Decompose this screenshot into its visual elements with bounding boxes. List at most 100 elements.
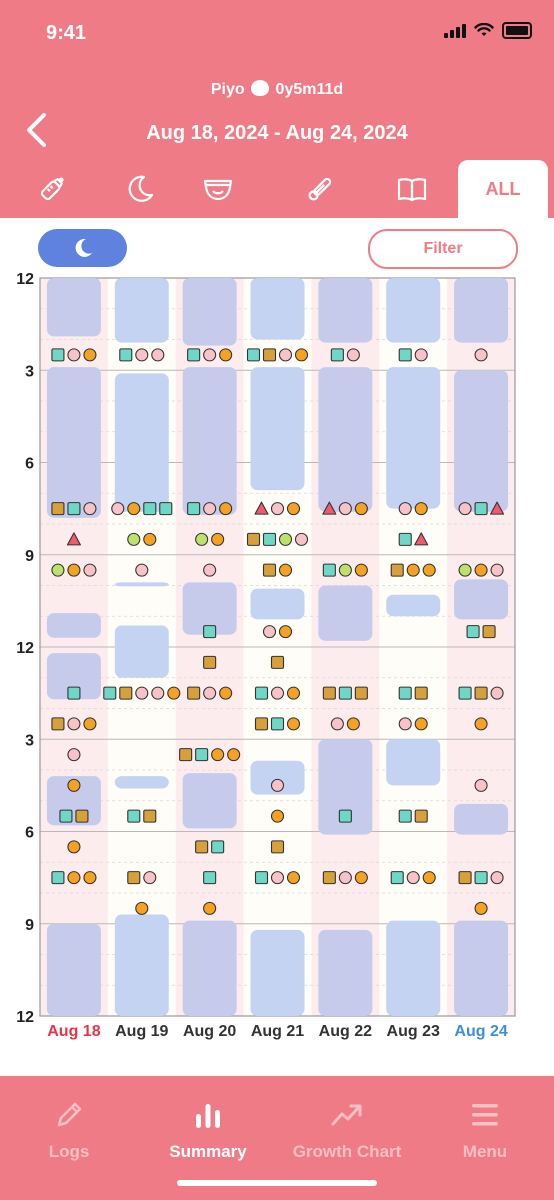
pink-circle-marker <box>111 502 125 516</box>
orange-circle-marker <box>219 686 233 700</box>
orange-circle-marker <box>414 717 428 731</box>
sleep-block <box>114 373 169 512</box>
pink-circle-marker <box>67 348 81 362</box>
pink-circle-marker <box>270 871 285 885</box>
orange-circle-marker <box>219 348 233 362</box>
nav-summary[interactable]: Summary <box>150 1076 266 1166</box>
teal-square-marker <box>338 686 352 700</box>
pink-circle-marker <box>83 502 97 516</box>
nav-growth-chart[interactable]: Growth Chart <box>280 1076 414 1166</box>
sleep-block <box>114 776 169 789</box>
orange-circle-marker <box>346 717 360 731</box>
orange-circle-marker <box>286 871 301 885</box>
green-circle-marker <box>195 532 209 546</box>
sleep-block <box>46 278 101 337</box>
brown-square-marker <box>143 809 157 823</box>
teal-square-marker <box>330 348 344 362</box>
signal-icon <box>444 23 466 38</box>
orange-circle-marker <box>211 748 225 762</box>
orange-circle-marker <box>354 502 368 516</box>
pink-circle-marker <box>490 871 504 885</box>
bar-chart-icon <box>196 1104 220 1128</box>
orange-circle-marker <box>67 563 81 577</box>
orange-circle-marker <box>414 502 428 516</box>
sleep-block <box>454 278 509 343</box>
brown-square-marker <box>195 840 209 854</box>
brown-square-marker <box>482 625 496 639</box>
child-age: 0y5m11d <box>275 81 344 98</box>
brown-square-marker <box>254 717 269 731</box>
pink-circle-marker <box>262 625 277 639</box>
teal-square-marker <box>103 686 117 700</box>
sleep-block <box>250 278 305 340</box>
sleep-block <box>182 367 237 515</box>
status-time: 9:41 <box>46 22 87 44</box>
brown-square-marker <box>390 563 404 577</box>
teal-square-marker <box>398 348 412 362</box>
y-axis-label: 12 <box>16 271 34 288</box>
orange-circle-marker <box>135 901 149 915</box>
teal-square-marker <box>338 809 352 823</box>
tab-all[interactable]: ALL <box>458 160 548 218</box>
pink-circle-marker <box>135 348 149 362</box>
child-info[interactable]: Piyo 0y5m11d <box>0 80 554 99</box>
nav-logs-label: Logs <box>48 1142 90 1161</box>
teal-square-marker <box>67 686 81 700</box>
sleep-block <box>386 278 441 343</box>
nav-logs[interactable]: Logs <box>18 1076 120 1166</box>
tab-bottle[interactable] <box>18 160 86 218</box>
brown-square-marker <box>51 717 65 731</box>
teal-square-marker <box>254 871 269 885</box>
filter-button[interactable]: Filter <box>368 229 518 269</box>
tab-health[interactable] <box>286 160 354 218</box>
moon-icon <box>75 238 92 257</box>
orange-circle-marker <box>474 563 488 577</box>
sleep-block <box>114 625 169 678</box>
sleep-toggle-button[interactable] <box>38 229 127 267</box>
orange-circle-marker <box>294 348 309 362</box>
brown-square-marker <box>270 840 285 854</box>
brown-square-marker <box>262 563 277 577</box>
date-range: Aug 18, 2024 - Aug 24, 2024 <box>146 122 408 144</box>
pink-circle-marker <box>338 871 352 885</box>
brown-square-marker <box>75 809 89 823</box>
day-label: Aug 19 <box>115 1023 168 1040</box>
pink-circle-marker <box>67 717 81 731</box>
moon-icon <box>128 175 154 202</box>
pink-circle-marker <box>203 563 217 577</box>
red-triangle-marker <box>322 501 337 515</box>
teal-square-marker <box>390 871 404 885</box>
sleep-block <box>454 579 509 620</box>
red-triangle-marker <box>490 501 505 515</box>
pink-circle-marker <box>203 502 217 516</box>
teal-square-marker <box>143 502 157 516</box>
orange-circle-marker <box>474 717 488 731</box>
orange-circle-marker <box>406 563 420 577</box>
menu-icon <box>472 1104 498 1126</box>
orange-circle-marker <box>203 901 217 915</box>
tab-sleep[interactable] <box>106 160 174 218</box>
sleep-block <box>46 367 101 518</box>
teal-square-marker <box>398 532 412 546</box>
green-circle-marker <box>458 563 472 577</box>
back-icon[interactable] <box>24 112 48 156</box>
orange-circle-marker <box>227 748 241 762</box>
tab-diary[interactable] <box>378 160 446 218</box>
teal-square-marker <box>270 717 285 731</box>
pink-circle-marker <box>270 686 285 700</box>
y-axis-label: 6 <box>25 456 34 473</box>
orange-circle-marker <box>67 778 81 792</box>
pink-circle-marker <box>278 348 293 362</box>
header: 9:41 Piyo 0y5m11d Aug 18, 2024 - Aug 24,… <box>0 0 554 218</box>
pink-circle-marker <box>346 348 360 362</box>
teal-square-marker <box>211 840 225 854</box>
green-circle-marker <box>278 532 293 546</box>
sleep-block <box>386 920 441 1016</box>
sleep-block <box>454 370 509 512</box>
brown-square-marker <box>187 686 201 700</box>
pink-circle-marker <box>135 563 149 577</box>
nav-menu[interactable]: Menu <box>434 1076 536 1166</box>
tab-diaper[interactable] <box>184 160 252 218</box>
home-indicator <box>177 1180 377 1186</box>
brown-square-marker <box>458 871 472 885</box>
